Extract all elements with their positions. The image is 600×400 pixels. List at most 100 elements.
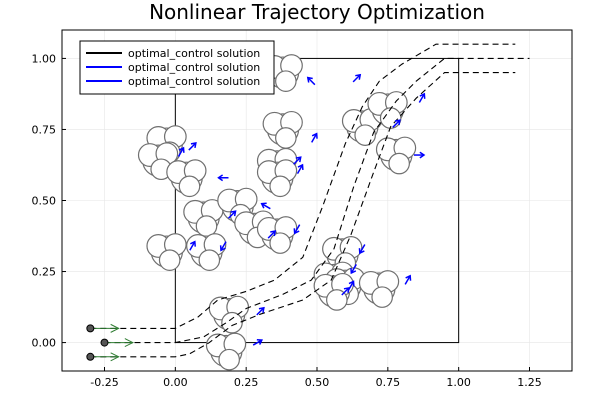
velocity-arrow [267, 230, 277, 239]
x-tick-label: 0.50 [305, 376, 330, 389]
velocity-arrow [293, 224, 301, 235]
start-point [86, 324, 95, 333]
y-tick-label: 0.25 [32, 266, 57, 279]
legend-label-0: optimal_control solution [128, 47, 260, 60]
velocity-arrow-shaft [404, 275, 411, 285]
velocity-arrow-head [295, 156, 302, 163]
start-arrow-head [110, 323, 120, 333]
velocity-arrow-shaft [227, 210, 237, 219]
velocity-arrow-head [217, 174, 224, 182]
velocity-arrow-shaft [392, 119, 401, 128]
velocity-arrow-shaft [352, 74, 361, 83]
velocity-arrow-shaft [293, 156, 302, 165]
legend-label-2: optimal_control solution [128, 75, 260, 88]
y-tick-label: 0.75 [32, 123, 57, 136]
legend: optimal_control solution optimal_control… [79, 40, 275, 95]
axes: -0.25 0.00 0.25 0.50 0.75 1.00 1.25 0.00 0.25 0.5… [32, 52, 542, 389]
obstacle [166, 159, 207, 198]
obstacle-lobe [269, 175, 291, 198]
legend-label-1: optimal_control solution [128, 61, 260, 74]
velocity-arrow-head [258, 306, 265, 313]
velocity-arrow-shaft [294, 224, 301, 234]
velocity-arrow-head [419, 92, 426, 99]
chart-title: Nonlinear Trajectory Optimization [149, 0, 485, 24]
velocity-arrow-head [230, 210, 237, 217]
velocity-arrow-shaft [261, 203, 271, 210]
trajectory-line [90, 43, 516, 329]
obstacle [375, 136, 417, 175]
velocity-arrow [404, 274, 412, 285]
velocity-arrow-head [293, 228, 300, 235]
x-tick-label: 0.25 [234, 376, 259, 389]
obstacle-lobe [198, 249, 221, 271]
obstacle-lobe [158, 249, 181, 271]
velocity-arrow [293, 156, 302, 165]
obstacle [367, 91, 408, 129]
x-tick-label: 0.00 [163, 376, 188, 389]
obstacle-lobe [275, 70, 297, 92]
x-tick-label: 1.00 [446, 376, 471, 389]
velocity-arrow-head [394, 119, 401, 126]
obstacle-lobe [388, 152, 410, 175]
velocity-arrow-shaft [418, 93, 425, 103]
obstacle [262, 54, 303, 92]
velocity-arrow-head [419, 151, 426, 159]
velocity-arrow-shaft [256, 307, 265, 316]
velocity-arrow [260, 202, 271, 210]
velocity-arrow [311, 132, 318, 143]
velocity-arrow-head [297, 163, 304, 170]
obstacle [186, 233, 227, 271]
x-tick-label: 0.75 [376, 376, 401, 389]
obstacle [256, 216, 298, 254]
velocity-arrow-head [350, 267, 357, 275]
velocity-arrow-shaft [359, 244, 366, 254]
velocity-arrow-head [260, 202, 267, 209]
y-tick-label: 0.00 [32, 337, 57, 350]
velocity-arrow [217, 174, 229, 182]
velocity-arrow-shaft [189, 241, 196, 251]
velocity-arrow [219, 241, 227, 252]
velocity-arrow-head [348, 280, 355, 287]
obstacles [137, 54, 417, 371]
velocity-arrow-head [256, 338, 263, 345]
velocity-arrow-shaft [177, 147, 185, 157]
velocity-arrow-head [190, 240, 196, 247]
velocity-arrow [306, 76, 316, 86]
obstacle-lobe [371, 286, 393, 308]
velocity-arrow [252, 338, 263, 346]
velocity-arrow [296, 163, 304, 174]
obstacle-lobe [221, 311, 243, 334]
velocity-arrow [414, 151, 426, 159]
obstacle-velocities [177, 73, 426, 346]
velocity-arrow [189, 240, 196, 251]
velocity-arrow-head [358, 248, 365, 255]
obstacle [146, 233, 187, 271]
velocity-arrow-shaft [220, 241, 227, 251]
velocity-arrow [256, 306, 265, 316]
start-point [100, 338, 109, 347]
velocity-arrow-head [178, 146, 185, 153]
obstacle [262, 110, 303, 149]
start-arrow-head [124, 338, 134, 348]
velocity-arrow [392, 119, 401, 128]
velocity-arrow-head [355, 73, 362, 80]
velocity-arrow-shaft [296, 164, 304, 174]
y-tick-label: 0.50 [32, 195, 57, 208]
trajectory-line [104, 57, 530, 344]
velocity-arrow-head [270, 230, 277, 237]
obstacle [358, 270, 400, 308]
velocity-arrow-head [190, 142, 197, 149]
velocity-arrow-shaft [350, 263, 357, 274]
velocity-arrow-shaft [252, 339, 263, 346]
obstacle-lobe [275, 127, 297, 149]
obstacle [256, 159, 298, 198]
velocity-arrow-head [405, 274, 412, 281]
velocity-arrow-shaft [307, 77, 316, 86]
velocity-arrow-shaft [188, 142, 197, 151]
velocity-arrow [350, 263, 357, 275]
velocity-arrow-head [343, 286, 350, 293]
velocity-arrow-head [219, 245, 226, 252]
velocity-arrow-head [311, 132, 318, 139]
workspace-boundary [174, 57, 460, 344]
velocity-arrow [352, 73, 362, 83]
